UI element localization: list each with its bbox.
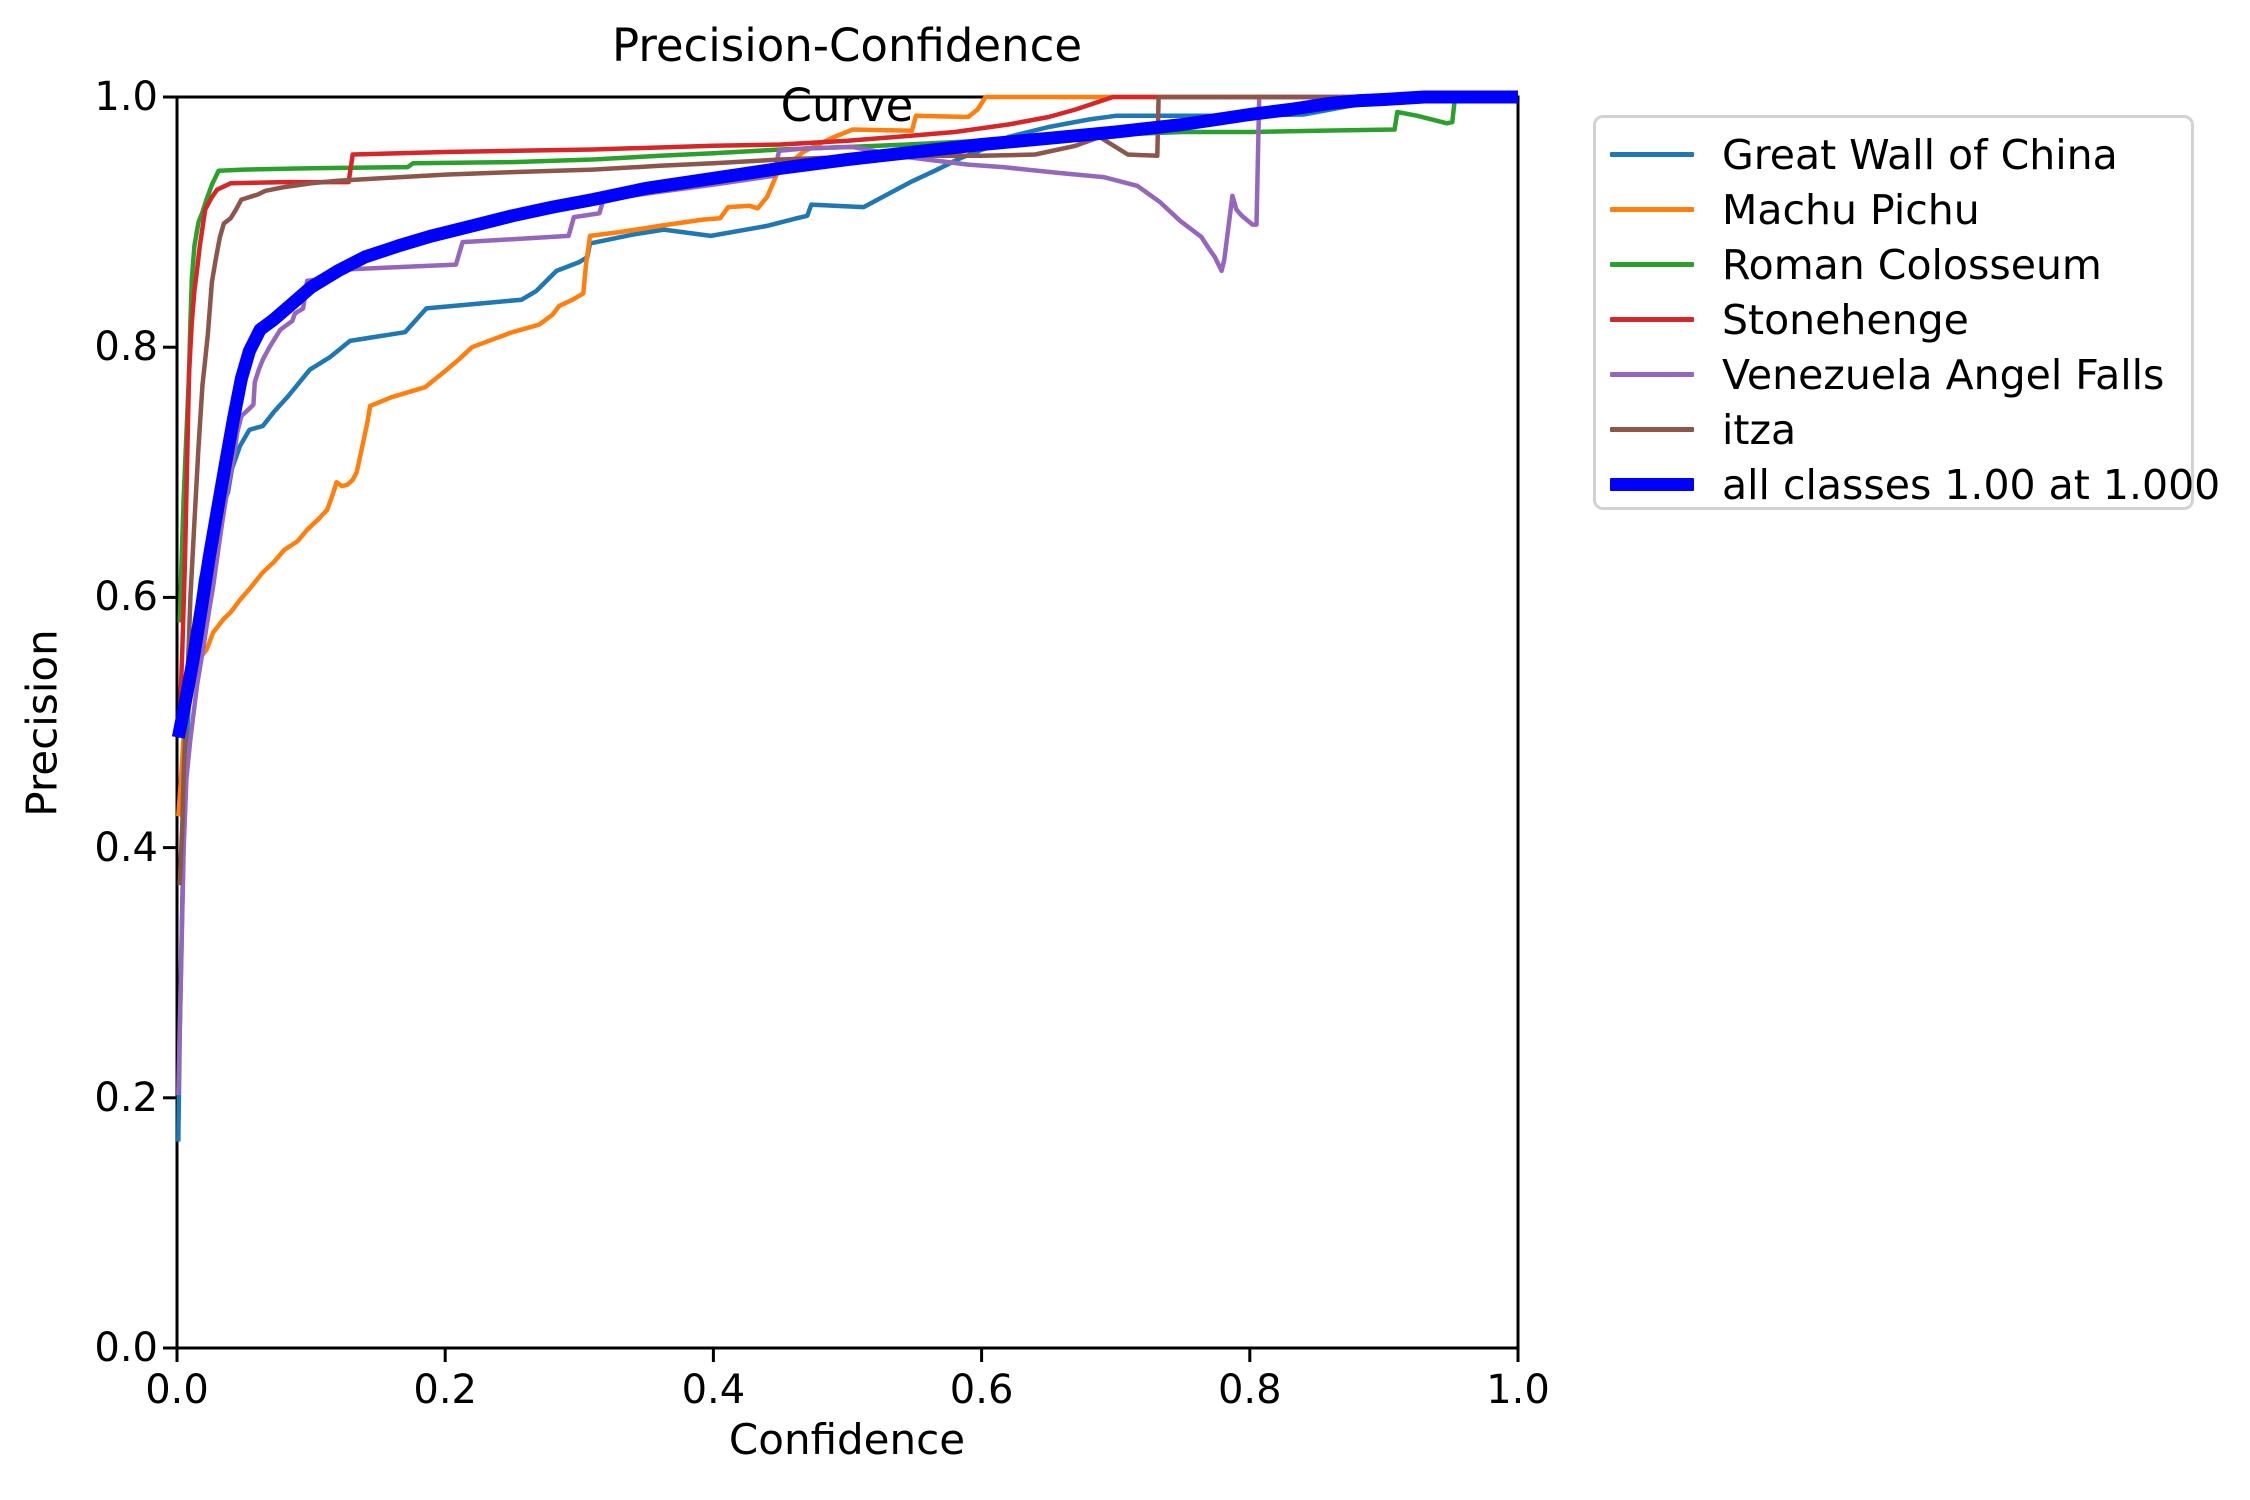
y-tick-label: 0.2 bbox=[94, 1074, 158, 1121]
legend-label: Venezuela Angel Falls bbox=[1722, 350, 2165, 399]
legend-label: itza bbox=[1722, 405, 1797, 454]
series-line-roman-colosseum bbox=[177, 94, 1518, 623]
x-tick-label: 0.4 bbox=[681, 1367, 746, 1413]
legend-label: Stonehenge bbox=[1722, 295, 1969, 344]
legend-item: itza bbox=[1596, 402, 2191, 457]
legend-label: Roman Colosseum bbox=[1722, 240, 2102, 289]
y-tick-label: 0.0 bbox=[94, 1325, 158, 1371]
y-tick-label: 0.8 bbox=[94, 324, 158, 371]
legend: Great Wall of China Machu Pichu Roman Colo… bbox=[1593, 115, 2220, 512]
y-tick-label: 1.0 bbox=[94, 74, 158, 120]
legend-item: all classes 1.00 at 1.000 bbox=[1596, 457, 2220, 512]
x-tick-label: 1.0 bbox=[1486, 1367, 1550, 1413]
legend-item: Stonehenge bbox=[1596, 292, 2191, 347]
legend-line-swatch bbox=[1610, 372, 1694, 377]
axes-frame bbox=[175, 95, 1520, 1350]
series-line-venezuela-angel-falls bbox=[176, 94, 1518, 1096]
legend-item: Machu Pichu bbox=[1596, 182, 2191, 237]
series-line-stonehenge bbox=[177, 94, 1518, 723]
legend-item: Great Wall of China bbox=[1596, 127, 2191, 182]
legend-line-swatch bbox=[1610, 427, 1694, 432]
x-tick-label: 0.8 bbox=[1217, 1367, 1282, 1413]
series-layer bbox=[171, 90, 1518, 1142]
y-axis-label: Precision bbox=[17, 629, 67, 817]
legend-line-swatch bbox=[1610, 262, 1694, 267]
y-tick-label: 0.6 bbox=[94, 574, 158, 621]
chart-title: Precision-Confidence Curve bbox=[611, 19, 1083, 132]
legend-label: all classes 1.00 at 1.000 bbox=[1722, 460, 2221, 509]
series-line-itza bbox=[177, 94, 1518, 886]
x-tick-label: 0.6 bbox=[949, 1367, 1014, 1413]
axes-layer bbox=[163, 95, 1520, 1362]
x-axis-label: Confidence bbox=[728, 1415, 966, 1464]
legend-line-swatch bbox=[1610, 152, 1694, 157]
legend-line-swatch bbox=[1610, 478, 1694, 491]
legend-item: Venezuela Angel Falls bbox=[1596, 347, 2191, 402]
legend-line-swatch bbox=[1610, 207, 1694, 212]
x-tick-label: 0.2 bbox=[413, 1367, 477, 1413]
legend-label: Machu Pichu bbox=[1722, 185, 1980, 234]
series-line-all-classes-1-00-at-1-000 bbox=[171, 90, 1518, 739]
legend-line-swatch bbox=[1610, 317, 1694, 322]
legend-item: Roman Colosseum bbox=[1596, 237, 2191, 292]
legend-label: Great Wall of China bbox=[1722, 130, 2118, 179]
x-tick-label: 0.0 bbox=[145, 1367, 209, 1413]
y-tick-label: 0.4 bbox=[94, 824, 158, 871]
